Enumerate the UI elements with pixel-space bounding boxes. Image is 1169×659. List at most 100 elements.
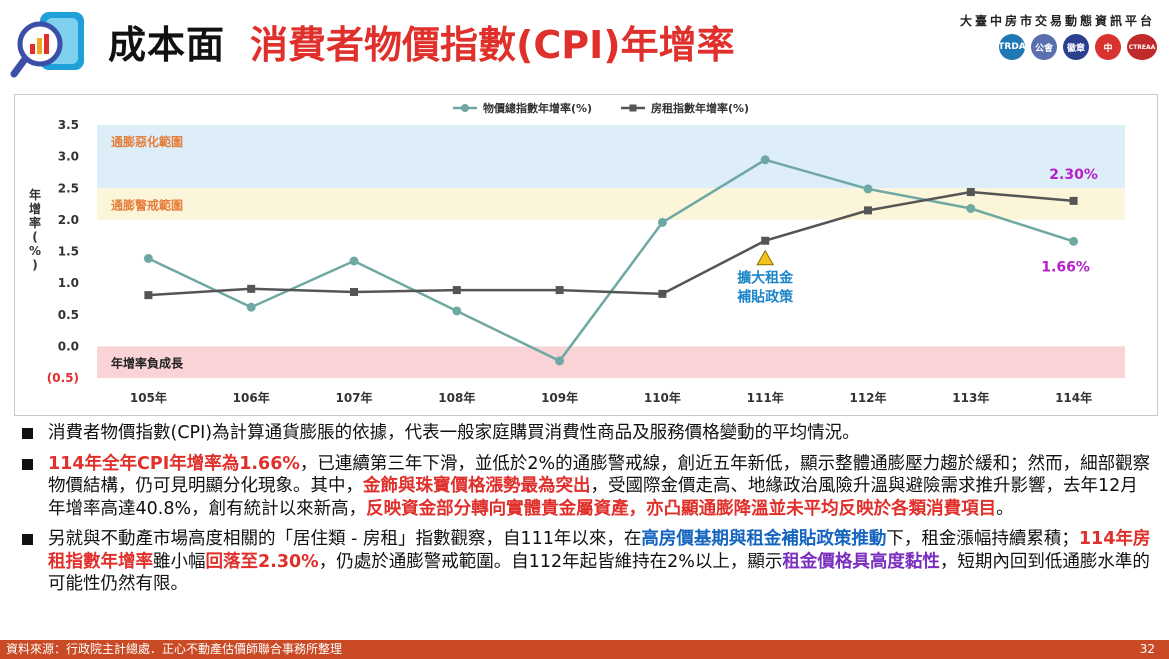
y-tick-label: 2.0 xyxy=(58,213,79,227)
y-tick-label: 1.5 xyxy=(58,245,79,259)
data-point xyxy=(349,256,359,266)
cpi-chart: 通膨惡化範圍 通膨警戒範圍 年增率負成長 (0.5) 0.0 0.5 1.0 1.5 2.0 2.… xyxy=(14,94,1158,416)
data-point xyxy=(143,253,153,263)
data-point xyxy=(555,286,564,295)
y-tick-label: 3.0 xyxy=(58,150,79,164)
emblem-logo: 徽章 xyxy=(1063,34,1089,60)
partner-label: CTREAA xyxy=(1128,43,1156,51)
bullet-item: 114年全年CPI年增率為1.66%，已連續第三年下滑，並低於2%的通膨警戒線，… xyxy=(18,453,1153,521)
data-point xyxy=(246,302,256,312)
data-point xyxy=(761,236,770,245)
y-tick-label: (0.5) xyxy=(47,371,79,385)
partner-label: 中 xyxy=(1103,43,1113,54)
y-tick-label: 0.5 xyxy=(58,308,79,322)
bullet-text: 另就與不動產市場高度相關的「居住類 - 房租」指數觀察，自111年以來，在高房價… xyxy=(48,529,1150,594)
annotation-label: 補貼政策 xyxy=(736,289,794,306)
ctreaa-logo: CTREAA xyxy=(1127,34,1157,60)
band-label: 通膨惡化範圍 xyxy=(111,134,183,149)
x-tick-label: 110年 xyxy=(644,390,681,405)
y-tick-label: 1.0 xyxy=(58,276,79,290)
data-point xyxy=(452,306,462,316)
chart-band xyxy=(97,125,1125,189)
zhong-logo: 中 xyxy=(1095,34,1121,60)
bullet-segment: 114年全年CPI年增率為1.66% xyxy=(48,453,300,474)
platform-name: 大臺中房市交易動態資訊平台 xyxy=(959,14,1155,28)
bullet-item: 另就與不動產市場高度相關的「居住類 - 房租」指數觀察，自111年以來，在高房價… xyxy=(18,528,1153,596)
bullet-segment: 114年房租指數年增率 xyxy=(48,529,1151,572)
legend-marker xyxy=(629,104,637,112)
data-label: 2.30% xyxy=(1049,167,1098,183)
y-axis-label-char: 年 xyxy=(29,187,41,202)
bullet-segment: 雖小幅 xyxy=(153,551,206,572)
x-tick-label: 109年 xyxy=(541,390,578,405)
data-point xyxy=(247,284,256,293)
bullet-segment: 。 xyxy=(996,498,1014,519)
data-point xyxy=(1069,196,1078,205)
legend-marker xyxy=(461,104,469,112)
y-axis-label-char: % xyxy=(29,244,41,258)
footer-bar: 資料來源：行政院主計總處．正心不動產估價師聯合事務所整理 32 xyxy=(0,640,1169,659)
x-tick-label: 112年 xyxy=(849,390,886,405)
data-point xyxy=(1069,236,1079,246)
trda-logo: TRDA xyxy=(998,34,1026,60)
data-point xyxy=(657,217,667,227)
bullet-item: 消費者物價指數(CPI)為計算通貨膨脹的依據，代表一般家庭購買消費性商品及服務價… xyxy=(18,422,1153,445)
partner-label: 公會 xyxy=(1034,43,1053,54)
warning-triangle-icon xyxy=(756,249,775,266)
bullet-segment: 高房價基期與租金補貼政策推動 xyxy=(641,529,887,549)
bullet-text: 消費者物價指數(CPI)為計算通貨膨脹的依據，代表一般家庭購買消費性商品及服務價… xyxy=(48,423,860,443)
y-axis-label-char: ) xyxy=(32,258,37,272)
x-tick-label: 105年 xyxy=(130,390,167,405)
data-point xyxy=(966,203,976,213)
chart-band xyxy=(97,346,1125,378)
bullet-segment: 另就與不動產市場高度相關的「居住類 - 房租」指數觀察，自111年以來，在 xyxy=(48,529,642,549)
bullet-square-icon xyxy=(22,534,33,545)
bullet-square-icon xyxy=(22,428,33,439)
bullet-segment: 消費者物價指數(CPI)為計算通貨膨脹的依據，代表一般家庭購買消費性商品及服務價… xyxy=(48,423,860,443)
data-point xyxy=(350,287,358,296)
data-label: 1.66% xyxy=(1041,259,1090,275)
bullet-segment: 回落至2.30% xyxy=(205,551,319,572)
partner-label: TRDA xyxy=(998,42,1026,52)
x-tick-label: 114年 xyxy=(1055,390,1092,405)
bullet-segment: ，受國際金價走高、地緣政治風險升溫與避險需求推升影響，去年12月年增率高達40.… xyxy=(48,476,1138,519)
y-axis-label-char: 率 xyxy=(29,215,41,230)
bullet-segment: 租金價格具高度黏性 xyxy=(782,551,940,572)
data-point xyxy=(864,206,872,215)
y-tick-label: 2.5 xyxy=(58,181,79,195)
data-point xyxy=(555,356,565,366)
bullet-square-icon xyxy=(22,458,33,470)
band-label: 年增率負成長 xyxy=(111,355,184,370)
y-tick-label: 3.5 xyxy=(58,118,79,132)
bullet-text: 114年全年CPI年增率為1.66%，已連續第三年下滑，並低於2%的通膨警戒線，… xyxy=(48,454,1150,519)
data-point xyxy=(452,286,461,295)
x-tick-label: 106年 xyxy=(233,390,270,405)
page-subtitle: 消費者物價指數(CPI)年增率 xyxy=(250,23,735,67)
partner-logos: TRDA 公會 徽章 中 CTREAA xyxy=(998,34,1157,60)
bullet-segment: ，已連續第三年下滑，並低於2%的通膨警戒線，創近五年新低，顯示整體通膨壓力趨於緩… xyxy=(48,453,1151,497)
bullet-segment: 金飾與珠寶價格漲勢最為突出 xyxy=(363,476,591,496)
association-logo: 公會 xyxy=(1031,34,1057,60)
x-tick-label: 111年 xyxy=(747,390,784,405)
data-point xyxy=(658,289,667,298)
bullet-list: 消費者物價指數(CPI)為計算通貨膨脹的依據，代表一般家庭購買消費性商品及服務價… xyxy=(18,422,1153,604)
x-tick-label: 108年 xyxy=(438,390,475,405)
band-label: 通膨警戒範圍 xyxy=(111,197,183,212)
data-point xyxy=(863,184,873,194)
y-tick-label: 0.0 xyxy=(58,339,79,353)
data-source: 資料來源：行政院主計總處．正心不動產估價師聯合事務所整理 xyxy=(6,642,343,656)
legend-label: 物價總指數年增率(%) xyxy=(483,101,592,115)
x-tick-label: 113年 xyxy=(952,390,989,405)
legend-label: 房租指數年增率(%) xyxy=(651,101,749,115)
page-number: 32 xyxy=(1139,642,1155,656)
series-line xyxy=(148,190,1074,297)
bullet-segment: 下，租金漲幅持續累積； xyxy=(886,529,1079,549)
partner-label: 徽章 xyxy=(1066,43,1085,54)
page-title: 成本面 xyxy=(108,23,226,67)
bullet-segment: ，短期內回到低通膨水準的可能性仍然有限。 xyxy=(48,551,1150,595)
data-point xyxy=(144,291,153,300)
bullet-segment: ，仍處於通膨警戒範圍。自112年起皆維持在2%以上，顯示 xyxy=(318,551,783,572)
y-axis-label-char: 增 xyxy=(29,201,41,216)
magnifier-chart-logo xyxy=(10,8,92,84)
